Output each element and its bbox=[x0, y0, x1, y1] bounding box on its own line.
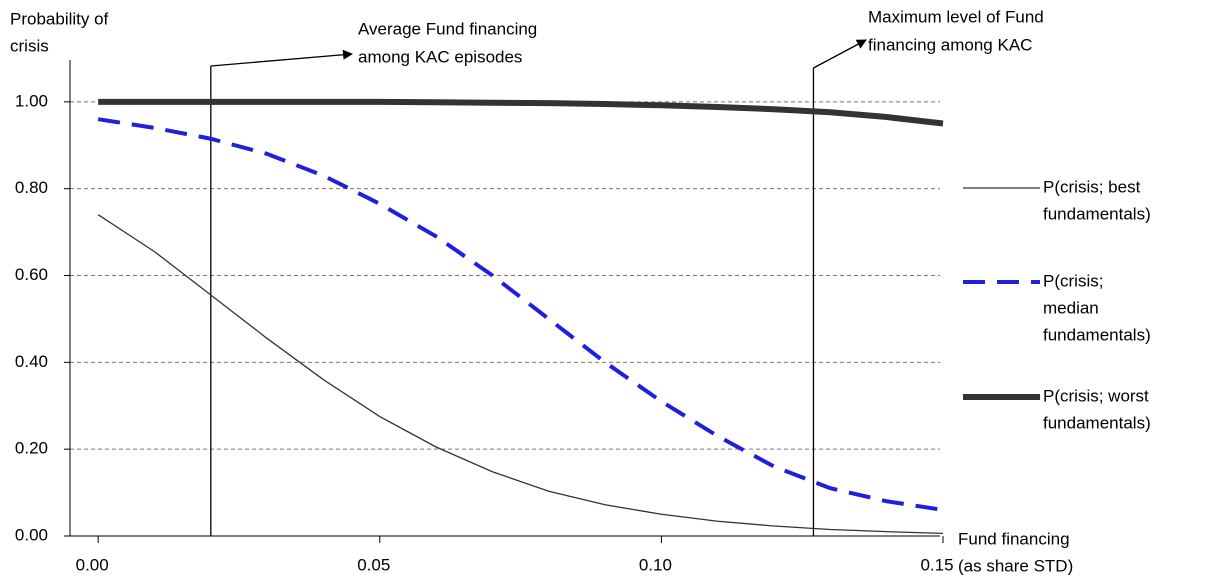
x-tick-label: 0.00 bbox=[76, 555, 109, 574]
y-tick-label: 0.80 bbox=[15, 178, 48, 197]
y-tick-label: 1.00 bbox=[15, 91, 48, 110]
legend-label: fundamentals) bbox=[1043, 204, 1151, 223]
legend-label: P(crisis; bbox=[1043, 271, 1103, 290]
x-axis-label: (as share STD) bbox=[958, 556, 1073, 575]
annotation-arrow bbox=[210, 49, 353, 67]
legend-label: P(crisis; best bbox=[1043, 177, 1141, 196]
annotation-text: financing among KAC bbox=[868, 35, 1032, 54]
y-tick-label: 0.40 bbox=[15, 352, 48, 371]
series-line bbox=[98, 98, 944, 127]
y-tick-label: 0.00 bbox=[15, 525, 48, 544]
x-axis-label: Fund financing bbox=[958, 529, 1070, 548]
annotation-text: among KAC episodes bbox=[358, 47, 522, 66]
x-tick-label: 0.15 bbox=[920, 555, 953, 574]
y-axis-label: Probability of bbox=[10, 9, 109, 28]
y-tick-label: 0.20 bbox=[15, 439, 48, 458]
y-tick-label: 0.60 bbox=[15, 265, 48, 284]
annotation-text: Average Fund financing bbox=[358, 19, 537, 38]
legend-label: fundamentals) bbox=[1043, 413, 1151, 432]
x-tick-label: 0.10 bbox=[639, 555, 672, 574]
series-line bbox=[97, 214, 944, 535]
annotation-arrow bbox=[813, 39, 867, 69]
annotation-text: Maximum level of Fund bbox=[868, 7, 1044, 26]
legend-label: median bbox=[1043, 298, 1099, 317]
legend-label: fundamentals) bbox=[1043, 325, 1151, 344]
x-tick-label: 0.05 bbox=[357, 555, 390, 574]
legend-label: P(crisis; worst bbox=[1043, 386, 1149, 405]
series-line bbox=[97, 117, 944, 512]
y-axis-label: crisis bbox=[10, 36, 49, 55]
